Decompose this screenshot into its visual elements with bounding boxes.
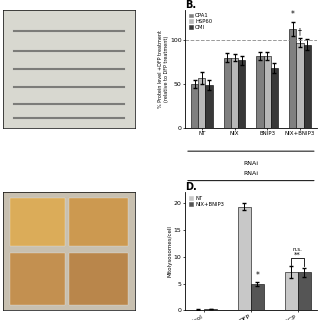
Text: *: * bbox=[291, 10, 295, 19]
Text: *: * bbox=[256, 271, 260, 280]
Bar bbox=[238, 60, 245, 128]
Text: B.: B. bbox=[185, 0, 196, 10]
Text: †: † bbox=[298, 27, 302, 36]
Bar bbox=[304, 44, 311, 128]
Legend: OPA1, HSP60, OMI: OPA1, HSP60, OMI bbox=[188, 12, 213, 31]
FancyBboxPatch shape bbox=[10, 252, 65, 305]
Bar bbox=[257, 56, 264, 128]
Y-axis label: % Protein level +DFP treatment
(relative to DFP treatment): % Protein level +DFP treatment (relative… bbox=[158, 29, 169, 108]
Bar bbox=[289, 29, 296, 128]
Text: n.s.: n.s. bbox=[293, 247, 303, 252]
Y-axis label: Mitolysosomes/cell: Mitolysosomes/cell bbox=[167, 226, 172, 277]
Bar bbox=[238, 207, 251, 310]
FancyBboxPatch shape bbox=[69, 198, 128, 245]
Bar bbox=[296, 43, 304, 128]
FancyBboxPatch shape bbox=[10, 198, 65, 245]
Bar bbox=[251, 284, 264, 310]
Bar bbox=[204, 309, 217, 310]
Bar bbox=[191, 84, 198, 128]
Bar bbox=[271, 68, 278, 128]
Bar bbox=[298, 272, 311, 310]
Bar bbox=[224, 58, 231, 128]
Bar bbox=[205, 85, 212, 128]
Bar bbox=[264, 56, 271, 128]
Legend: NT, NIX+BNIP3: NT, NIX+BNIP3 bbox=[188, 195, 225, 208]
Bar bbox=[198, 78, 205, 128]
FancyBboxPatch shape bbox=[69, 252, 128, 305]
Bar bbox=[191, 309, 204, 310]
Text: RNAi: RNAi bbox=[244, 171, 259, 176]
Text: RNAi: RNAi bbox=[244, 161, 259, 165]
Text: D.: D. bbox=[185, 182, 197, 192]
Text: **: ** bbox=[294, 252, 301, 258]
Bar bbox=[284, 272, 298, 310]
Bar bbox=[231, 58, 238, 128]
